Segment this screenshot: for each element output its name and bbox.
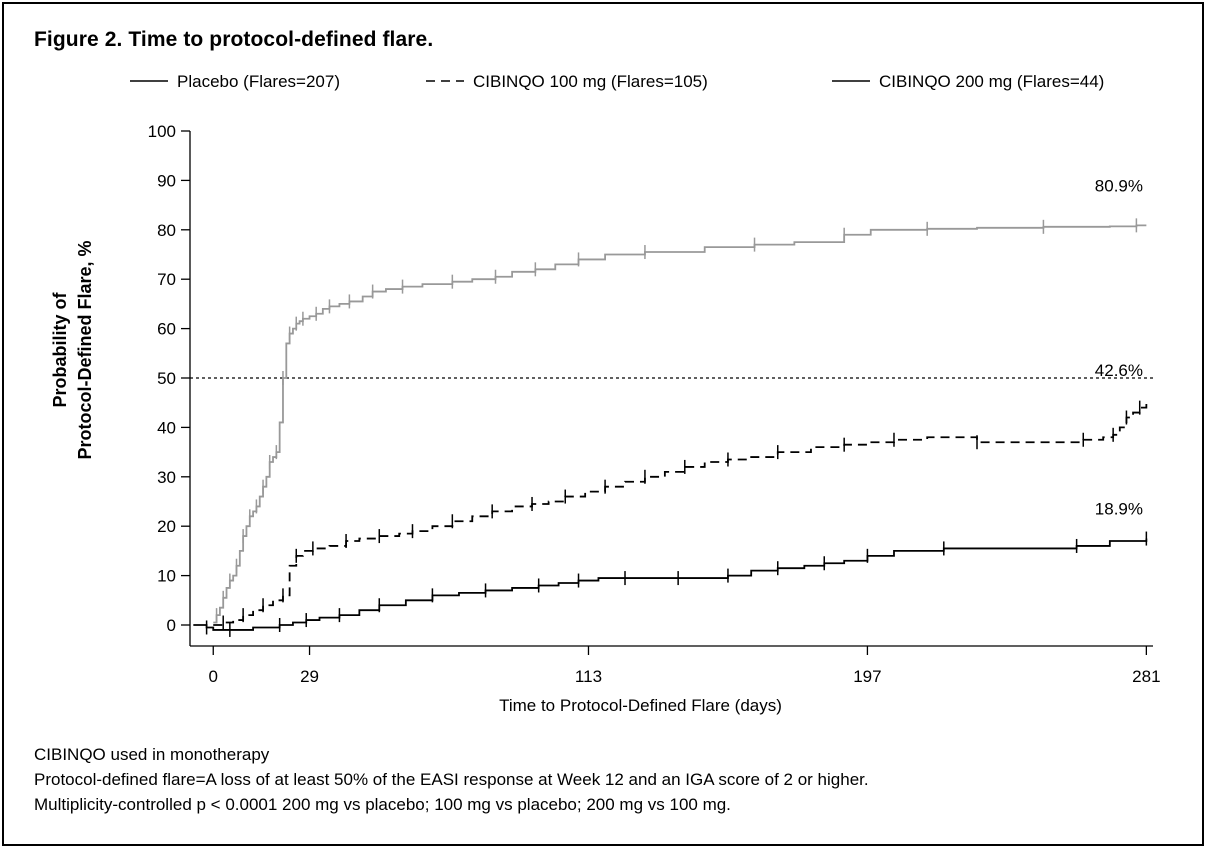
footnote-1: CIBINQO used in monotherapy	[34, 745, 270, 764]
x-axis-title: Time to Protocol-Defined Flare (days)	[499, 696, 782, 715]
y-axis-title: Probability of Protocol-Defined Flare, %	[50, 240, 95, 459]
end-label-0: 80.9%	[1095, 176, 1143, 195]
footnotes: CIBINQO used in monotherapy Protocol-def…	[34, 742, 869, 817]
series-line-0	[213, 224, 1147, 624]
end-labels: 80.9% 42.6% 18.9%	[1095, 176, 1143, 518]
y-tick-label: 60	[157, 320, 176, 339]
legend-label-0: Placebo (Flares=207)	[177, 72, 340, 91]
end-label-2: 18.9%	[1095, 500, 1143, 519]
y-tick-label: 50	[157, 369, 176, 388]
y-tick-label: 20	[157, 517, 176, 536]
y-axis-title-line-1: Probability of	[50, 291, 70, 407]
y-tick-label: 40	[157, 418, 176, 437]
legend: Placebo (Flares=207) CIBINQO 100 mg (Flar…	[130, 72, 1104, 91]
y-tick-label: 80	[157, 221, 176, 240]
y-tick-label: 100	[148, 122, 176, 141]
legend-label-1: CIBINQO 100 mg (Flares=105)	[473, 72, 708, 91]
y-tick-label: 70	[157, 270, 176, 289]
series-line-1	[213, 400, 1148, 626]
y-axis-title-line-2: Protocol-Defined Flare, %	[75, 240, 95, 459]
chart-title: Figure 2. Time to protocol-defined flare…	[34, 28, 434, 51]
y-tick-label: 90	[157, 171, 176, 190]
x-tick-label: 281	[1132, 667, 1160, 686]
series-layer	[193, 218, 1148, 637]
x-tick-label: 0	[209, 667, 218, 686]
footnote-3: Multiplicity-controlled p < 0.0001 200 m…	[34, 795, 731, 814]
y-tick-label: 10	[157, 567, 176, 586]
end-label-1: 42.6%	[1095, 361, 1143, 380]
series-line-2	[193, 538, 1148, 631]
y-tick-label: 30	[157, 468, 176, 487]
y-tick-label: 0	[167, 616, 176, 635]
footnote-2: Protocol-defined flare=A loss of at leas…	[34, 770, 869, 789]
legend-label-2: CIBINQO 200 mg (Flares=44)	[879, 72, 1104, 91]
x-tick-label: 197	[853, 667, 881, 686]
x-tick-label: 29	[300, 667, 319, 686]
x-tick-label: 113	[575, 667, 602, 686]
axes: 0 10 20 30 40 50 60 70 80 90 100 0 29 113 197 281 Time t…	[50, 122, 1161, 715]
